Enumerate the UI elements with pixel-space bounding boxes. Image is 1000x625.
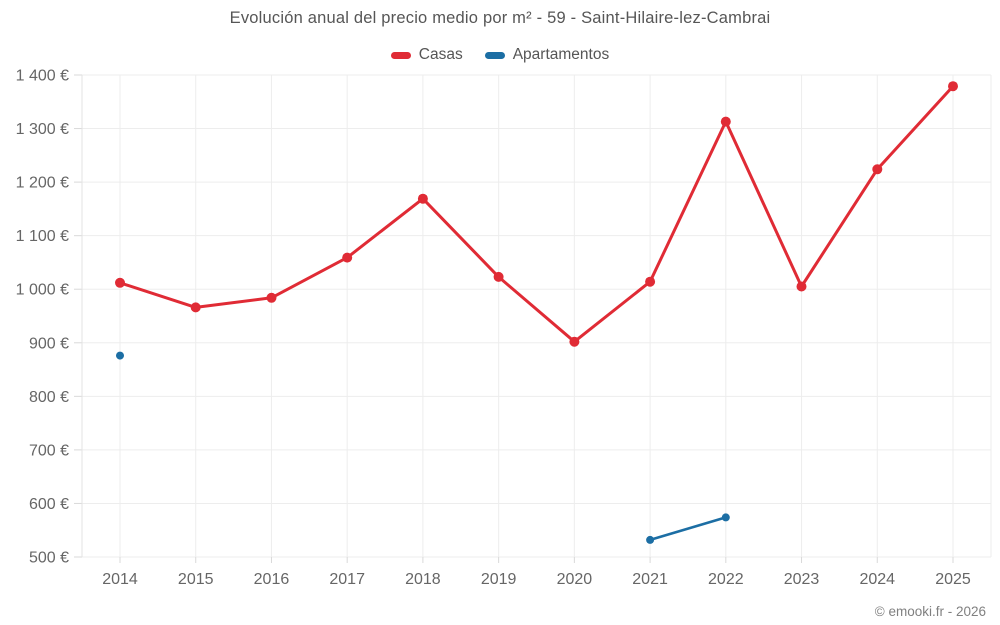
- x-tick-label: 2022: [708, 571, 744, 588]
- chart-title: Evolución anual del precio medio por m² …: [229, 9, 771, 27]
- data-point-casas-2023[interactable]: [796, 281, 807, 292]
- data-point-casas-2015[interactable]: [190, 302, 201, 313]
- y-tick-label: 800 €: [29, 389, 69, 406]
- x-tick-label: 2015: [178, 571, 214, 588]
- chart-legend: Casas Apartamentos: [0, 46, 1000, 64]
- x-tick-label: 2019: [481, 571, 517, 588]
- x-tick-label: 2017: [329, 571, 365, 588]
- data-point-casas-2018[interactable]: [417, 193, 428, 204]
- data-point-casas-2025[interactable]: [948, 81, 958, 92]
- casas-legend-swatch: [390, 51, 411, 59]
- y-tick-label: 1 300 €: [16, 121, 69, 138]
- data-point-casas-2020[interactable]: [569, 336, 580, 347]
- x-tick-label: 2021: [632, 571, 668, 588]
- data-point-casas-2019[interactable]: [493, 271, 504, 282]
- data-point-casas-2017[interactable]: [342, 252, 353, 263]
- apartamentos-line: [648, 516, 728, 542]
- data-point-casas-2024[interactable]: [872, 164, 883, 175]
- y-tick-label: 1 100 €: [16, 228, 69, 245]
- data-point-apartamentos-2021[interactable]: [646, 535, 655, 544]
- data-point-casas-2021[interactable]: [645, 276, 656, 287]
- y-tick-label: 500 €: [29, 550, 69, 567]
- y-tick-label: 1 400 €: [16, 68, 69, 85]
- data-point-casas-2014[interactable]: [115, 277, 125, 288]
- data-point-casas-2016[interactable]: [266, 292, 277, 303]
- y-tick-label: 1 000 €: [16, 282, 69, 299]
- x-tick-label: 2014: [102, 571, 138, 588]
- legend-item-casas[interactable]: Casas: [390, 46, 463, 64]
- apartamentos-legend-label: Apartamentos: [512, 46, 610, 63]
- data-point-casas-2022[interactable]: [720, 116, 731, 127]
- x-tick-label: 2024: [859, 571, 895, 588]
- y-tick-label: 900 €: [29, 335, 69, 352]
- legend-item-apartamentos[interactable]: Apartamentos: [484, 46, 610, 64]
- data-point-apartamentos-2022[interactable]: [721, 513, 730, 522]
- y-tick-label: 1 200 €: [16, 175, 69, 192]
- x-tick-label: 2016: [254, 571, 290, 588]
- x-tick-label: 2025: [935, 571, 971, 588]
- x-tick-label: 2020: [557, 571, 593, 588]
- casas-line: [118, 84, 955, 344]
- x-tick-label: 2018: [405, 571, 441, 588]
- apartamentos-legend-swatch: [484, 51, 505, 59]
- copyright-credit: © emooki.fr - 2026: [874, 604, 986, 619]
- data-point-apartamentos-2014[interactable]: [116, 351, 124, 360]
- casas-legend-label: Casas: [418, 46, 463, 63]
- x-tick-label: 2023: [784, 571, 820, 588]
- y-tick-label: 600 €: [29, 496, 69, 513]
- y-tick-label: 700 €: [29, 442, 69, 459]
